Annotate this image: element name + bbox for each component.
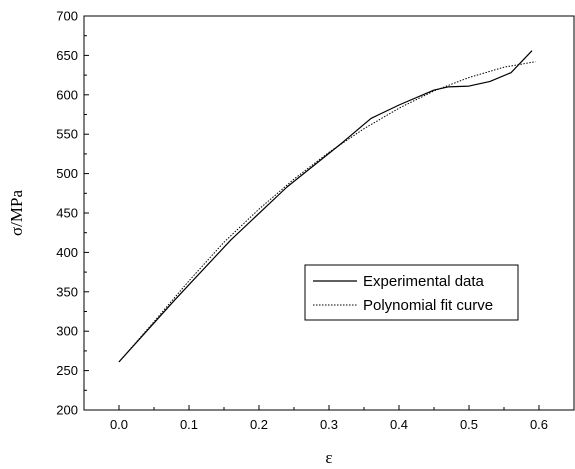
y-tick-label: 550 bbox=[56, 127, 78, 142]
x-tick-label: 0.3 bbox=[320, 417, 338, 432]
x-axis: 0.0 0.1 0.2 0.3 0.4 0.5 0.6 bbox=[110, 405, 548, 432]
y-tick-label: 400 bbox=[56, 245, 78, 260]
y-tick-label: 200 bbox=[56, 403, 78, 418]
y-tick-label: 500 bbox=[56, 166, 78, 181]
y-axis: 200 250 300 350 400 450 500 550 600 650 700 bbox=[56, 9, 89, 418]
y-tick-label: 250 bbox=[56, 363, 78, 378]
x-tick-label: 0.6 bbox=[530, 417, 548, 432]
x-tick-label: 0.4 bbox=[390, 417, 408, 432]
legend-label-polynomial-fit: Polynomial fit curve bbox=[363, 297, 493, 314]
x-tick-label: 0.0 bbox=[110, 417, 128, 432]
legend-box bbox=[304, 264, 519, 321]
series-line-experimental-data bbox=[118, 50, 533, 363]
x-tick-label: 0.1 bbox=[180, 417, 198, 432]
series-line-polynomial-fit bbox=[118, 61, 536, 363]
plot-area-frame bbox=[83, 15, 575, 411]
x-tick-label: 0.2 bbox=[250, 417, 268, 432]
y-tick-label: 300 bbox=[56, 324, 78, 339]
y-tick-label: 600 bbox=[56, 87, 78, 102]
y-axis-label: σ/MPa bbox=[7, 190, 26, 236]
x-tick-label: 0.5 bbox=[460, 417, 478, 432]
series-layer bbox=[118, 50, 536, 363]
y-tick-label: 350 bbox=[56, 284, 78, 299]
y-tick-label: 700 bbox=[56, 9, 78, 24]
y-tick-label: 650 bbox=[56, 48, 78, 63]
legend-label-experimental: Experimental data bbox=[363, 273, 485, 290]
x-axis-label: ε bbox=[325, 448, 332, 467]
legend: Experimental data Polynomial fit curve bbox=[304, 264, 519, 321]
y-tick-label: 450 bbox=[56, 206, 78, 221]
